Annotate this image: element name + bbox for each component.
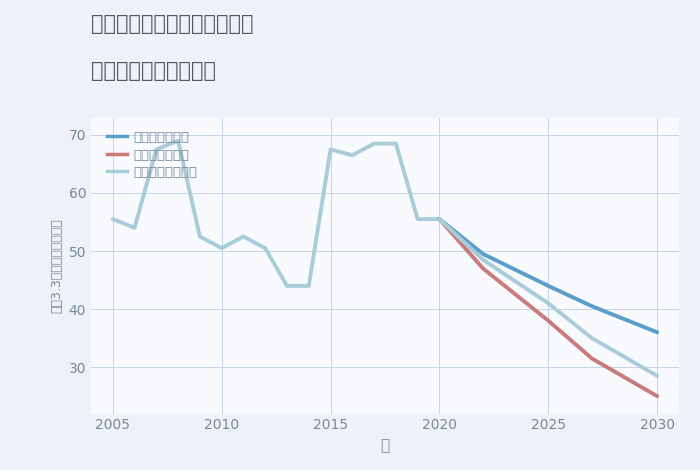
Text: 中古戸建ての価格推移: 中古戸建ての価格推移 [91,61,216,81]
Legend: グッドシナリオ, バッドシナリオ, ノーマルシナリオ: グッドシナリオ, バッドシナリオ, ノーマルシナリオ [104,127,202,183]
Y-axis label: 坪（3.3㎡）単価（万円）: 坪（3.3㎡）単価（万円） [50,218,63,313]
Text: 千葉県夷隅郡大多喜町原内の: 千葉県夷隅郡大多喜町原内の [91,14,253,34]
X-axis label: 年: 年 [380,438,390,453]
